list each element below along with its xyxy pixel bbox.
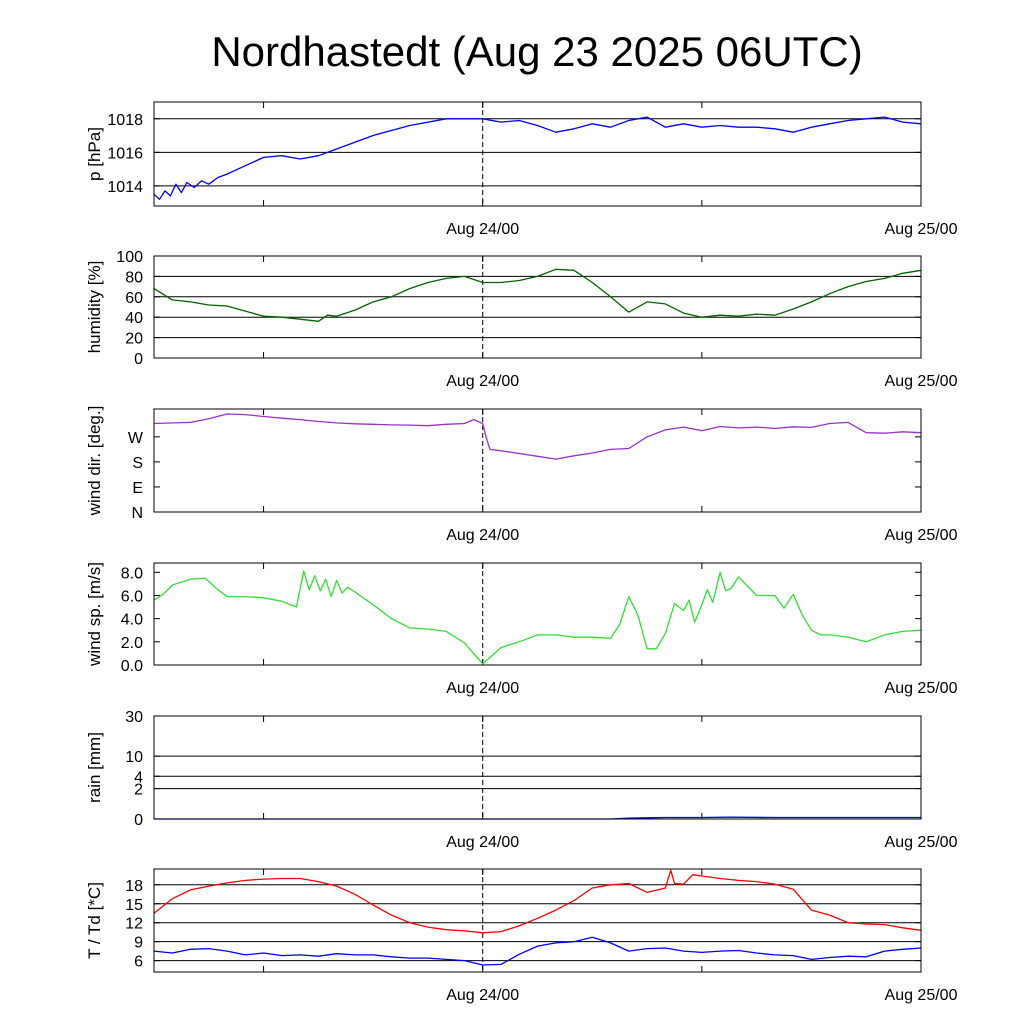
- y-tick-label-temperature: 6: [134, 954, 143, 971]
- x-tick-label: Aug 24/00: [446, 373, 519, 390]
- y-tick-label-wind_direction: W: [128, 430, 144, 447]
- series-line-humidity-0: [153, 268, 922, 322]
- x-tick-label: Aug 25/00: [885, 527, 958, 544]
- plot-frame-wind_speed: [153, 562, 922, 666]
- y-tick-label-humidity: 0: [134, 351, 143, 368]
- y-tick-label-wind_speed: 2.0: [121, 635, 143, 652]
- y-tick-label-wind_direction: S: [132, 455, 143, 472]
- y-tick-label-rain: 30: [125, 709, 143, 726]
- y-axis-label-rain: rain [mm]: [85, 732, 104, 803]
- x-tick-label: Aug 24/00: [446, 221, 519, 238]
- series-line-wind_speed-0: [153, 570, 922, 665]
- x-tick-label: Aug 24/00: [446, 987, 519, 1004]
- plot-frame-wind_direction: [153, 408, 922, 513]
- y-tick-label-wind_speed: 8.0: [121, 565, 143, 582]
- x-tick-label: Aug 25/00: [885, 834, 958, 851]
- plot-frame-temperature: [153, 868, 922, 973]
- plot-frame-rain: [153, 715, 922, 820]
- y-axis-label-humidity: humidity [%]: [85, 261, 104, 354]
- x-tick-label: Aug 24/00: [446, 680, 519, 697]
- x-tick-label: Aug 25/00: [885, 680, 958, 697]
- y-tick-label-wind_speed: 4.0: [121, 612, 143, 629]
- plot-frame-humidity: [153, 255, 922, 359]
- series-line-wind_direction-0: [153, 413, 922, 460]
- y-tick-label-rain: 4: [134, 769, 143, 786]
- y-tick-label-pressure: 1018: [107, 112, 143, 129]
- x-tick-label: Aug 25/00: [885, 373, 958, 390]
- y-tick-label-humidity: 40: [125, 310, 143, 327]
- y-axis-label-pressure: p [hPa]: [85, 127, 104, 181]
- y-axis-label-wind_direction: wind dir. [deg.]: [85, 406, 104, 517]
- x-tick-label: Aug 25/00: [885, 987, 958, 1004]
- y-tick-label-rain: 2: [134, 782, 143, 799]
- y-tick-label-humidity: 20: [125, 331, 143, 348]
- y-tick-label-wind_direction: E: [132, 480, 143, 497]
- x-tick-label: Aug 24/00: [446, 834, 519, 851]
- y-tick-label-humidity: 100: [116, 249, 143, 266]
- x-tick-label: Aug 25/00: [885, 221, 958, 238]
- y-tick-label-humidity: 80: [125, 269, 143, 286]
- y-tick-label-wind_speed: 6.0: [121, 588, 143, 605]
- series-line-pressure-0: [153, 116, 922, 200]
- y-tick-label-wind_speed: 0.0: [121, 658, 143, 675]
- series-line-temperature-0: [153, 869, 922, 934]
- y-tick-label-temperature: 18: [125, 878, 143, 895]
- y-tick-label-temperature: 12: [125, 916, 143, 933]
- y-tick-label-temperature: 9: [134, 935, 143, 952]
- y-tick-label-pressure: 1016: [107, 145, 143, 162]
- chart-title: Nordhastedt (Aug 23 2025 06UTC): [211, 28, 862, 75]
- y-tick-label-rain: 0: [134, 812, 143, 829]
- y-axis-label-temperature: T / Td [*C]: [85, 882, 104, 959]
- series-line-temperature-1: [153, 936, 922, 966]
- y-tick-label-humidity: 60: [125, 290, 143, 307]
- y-tick-label-rain: 10: [125, 749, 143, 766]
- y-tick-label-wind_direction: N: [131, 505, 143, 522]
- plot-frame-pressure: [153, 101, 922, 207]
- y-tick-label-pressure: 1014: [107, 179, 143, 196]
- y-axis-label-wind_speed: wind sp. [m/s]: [85, 562, 104, 667]
- x-tick-label: Aug 24/00: [446, 527, 519, 544]
- y-tick-label-temperature: 15: [125, 897, 143, 914]
